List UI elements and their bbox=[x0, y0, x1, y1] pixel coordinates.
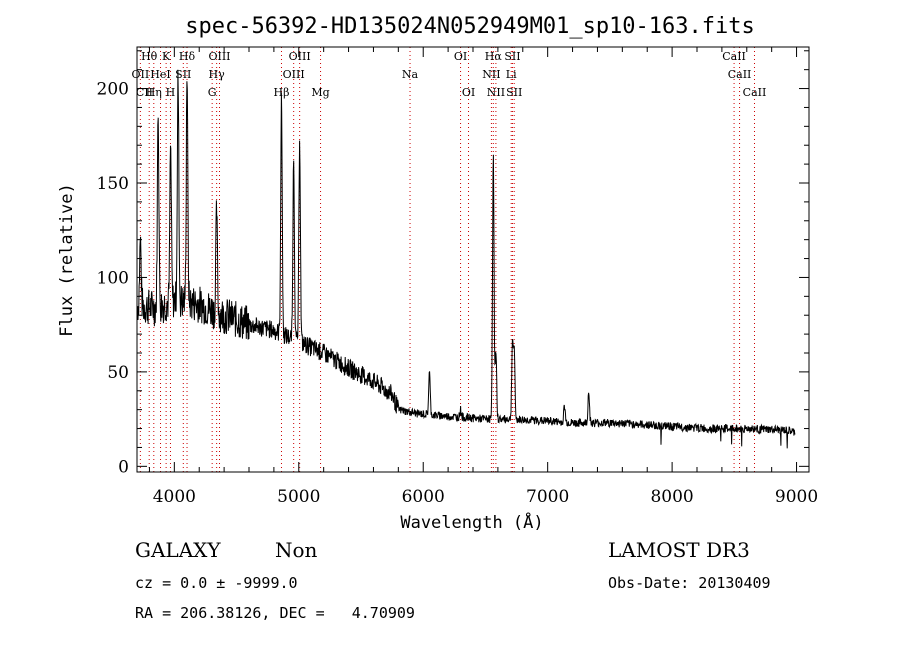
line-label: OIII bbox=[208, 50, 230, 63]
x-tick-label: 9000 bbox=[775, 487, 818, 507]
y-tick-label: 0 bbox=[118, 457, 129, 477]
line-label: HeI bbox=[150, 68, 170, 81]
line-label: OI bbox=[454, 50, 467, 63]
line-label: CaII bbox=[728, 68, 752, 81]
line-label: Hη bbox=[146, 86, 162, 99]
y-axis-label: Flux (relative) bbox=[57, 183, 77, 337]
redshift-value: cz = 0.0 ± -9999.0 bbox=[135, 574, 298, 592]
x-tick-label: 6000 bbox=[402, 487, 445, 507]
y-tick-label: 200 bbox=[97, 80, 129, 100]
line-label: CaII bbox=[722, 50, 746, 63]
survey-name: LAMOST DR3 bbox=[608, 538, 750, 562]
line-label: CII bbox=[136, 86, 153, 99]
line-markers bbox=[139, 47, 755, 472]
line-label: NII bbox=[487, 86, 505, 99]
x-tick-label: 4000 bbox=[153, 487, 196, 507]
line-label: SII bbox=[175, 68, 191, 81]
object-class: GALAXY bbox=[135, 538, 221, 562]
line-label: OII bbox=[132, 68, 150, 81]
chart-title: spec-56392-HD135024N052949M01_sp10-163.f… bbox=[185, 14, 755, 39]
x-axis-label: Wavelength (Å) bbox=[400, 511, 543, 533]
y-tick-label: 50 bbox=[107, 363, 129, 383]
line-label: Na bbox=[402, 68, 419, 81]
y-tick-label: 150 bbox=[97, 174, 129, 194]
line-label: Mg bbox=[311, 86, 329, 99]
line-label: Hγ bbox=[209, 68, 226, 81]
line-label: Li bbox=[506, 68, 517, 81]
line-label: OI bbox=[462, 86, 475, 99]
line-label: SII bbox=[506, 86, 522, 99]
line-label: G bbox=[208, 86, 217, 99]
obs-date: Obs-Date: 20130409 bbox=[608, 574, 771, 592]
line-label: SII bbox=[504, 50, 520, 63]
line-label: K bbox=[162, 50, 171, 63]
x-tick-label: 8000 bbox=[650, 487, 693, 507]
ra-dec: RA = 206.38126, DEC = 4.70909 bbox=[135, 604, 415, 622]
y-axis: 0 50 100 150 200 bbox=[97, 50, 809, 477]
object-subclass: Non bbox=[275, 538, 318, 562]
x-tick-label: 5000 bbox=[277, 487, 320, 507]
line-label: Hθ bbox=[141, 50, 158, 63]
line-label: CaII bbox=[743, 86, 767, 99]
line-label: OIII bbox=[283, 68, 305, 81]
x-axis: 4000 5000 6000 7000 8000 9000 bbox=[148, 47, 818, 507]
line-label: Hδ bbox=[179, 50, 196, 63]
plot-frame bbox=[136, 46, 810, 473]
line-label: H bbox=[166, 86, 176, 99]
spectrum-series bbox=[137, 69, 796, 449]
x-tick-label: 7000 bbox=[526, 487, 569, 507]
line-label: NII bbox=[482, 68, 500, 81]
line-label: Hα bbox=[485, 50, 503, 63]
line-label: OIII bbox=[289, 50, 311, 63]
y-tick-label: 100 bbox=[97, 268, 129, 288]
